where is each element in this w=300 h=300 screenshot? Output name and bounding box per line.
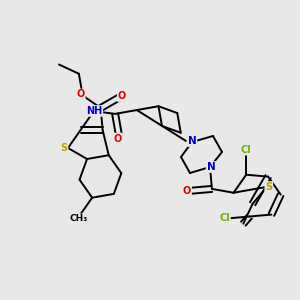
Text: N: N [188, 136, 196, 146]
Text: O: O [76, 89, 85, 99]
Text: NH: NH [86, 106, 102, 116]
Text: Cl: Cl [219, 213, 230, 224]
Text: N: N [207, 162, 215, 172]
Text: S: S [60, 143, 68, 153]
Text: Cl: Cl [241, 145, 252, 155]
Text: O: O [114, 134, 122, 143]
Text: O: O [183, 186, 191, 196]
Text: CH₃: CH₃ [69, 214, 88, 223]
Text: O: O [118, 91, 126, 101]
Text: S: S [265, 182, 272, 192]
